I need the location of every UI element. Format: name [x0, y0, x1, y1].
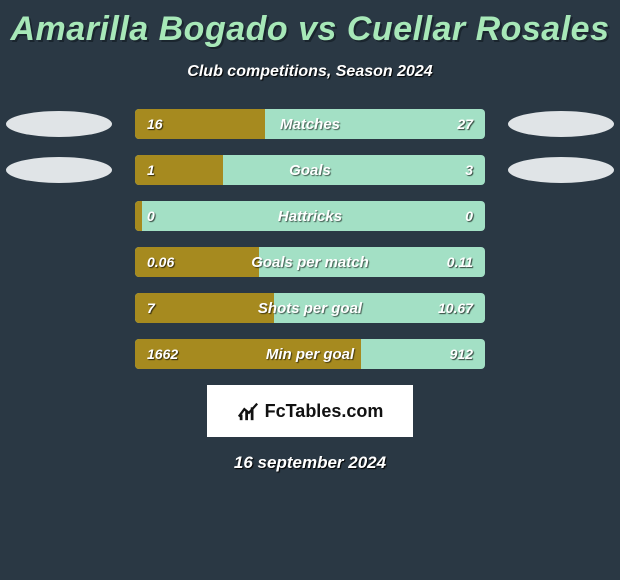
chart-icon: [237, 400, 259, 422]
stat-bar: 1627Matches: [135, 109, 485, 139]
stat-row: 1662912Min per goal: [0, 339, 620, 369]
stat-row: 13Goals: [0, 155, 620, 185]
subtitle: Club competitions, Season 2024: [0, 63, 620, 81]
stat-bar: 13Goals: [135, 155, 485, 185]
stat-bar: 710.67Shots per goal: [135, 293, 485, 323]
stat-row: 710.67Shots per goal: [0, 293, 620, 323]
stat-row: 1627Matches: [0, 109, 620, 139]
stat-bar: 00Hattricks: [135, 201, 485, 231]
date-label: 16 september 2024: [0, 453, 620, 473]
stat-label: Matches: [135, 109, 485, 139]
stat-bar: 0.060.11Goals per match: [135, 247, 485, 277]
player-marker-right: [508, 157, 614, 183]
stat-row: 00Hattricks: [0, 201, 620, 231]
stat-label: Goals: [135, 155, 485, 185]
stat-label: Shots per goal: [135, 293, 485, 323]
stat-bar: 1662912Min per goal: [135, 339, 485, 369]
stat-label: Hattricks: [135, 201, 485, 231]
comparison-chart: 1627Matches 13Goals 00Hattricks 0.060.11Goa…: [0, 109, 620, 369]
player-marker-left: [6, 157, 112, 183]
player-marker-left: [6, 111, 112, 137]
stat-label: Min per goal: [135, 339, 485, 369]
page-title: Amarilla Bogado vs Cuellar Rosales: [0, 0, 620, 49]
logo-box: FcTables.com: [207, 385, 413, 437]
stat-row: 0.060.11Goals per match: [0, 247, 620, 277]
stat-label: Goals per match: [135, 247, 485, 277]
logo-text: FcTables.com: [265, 401, 384, 422]
player-marker-right: [508, 111, 614, 137]
